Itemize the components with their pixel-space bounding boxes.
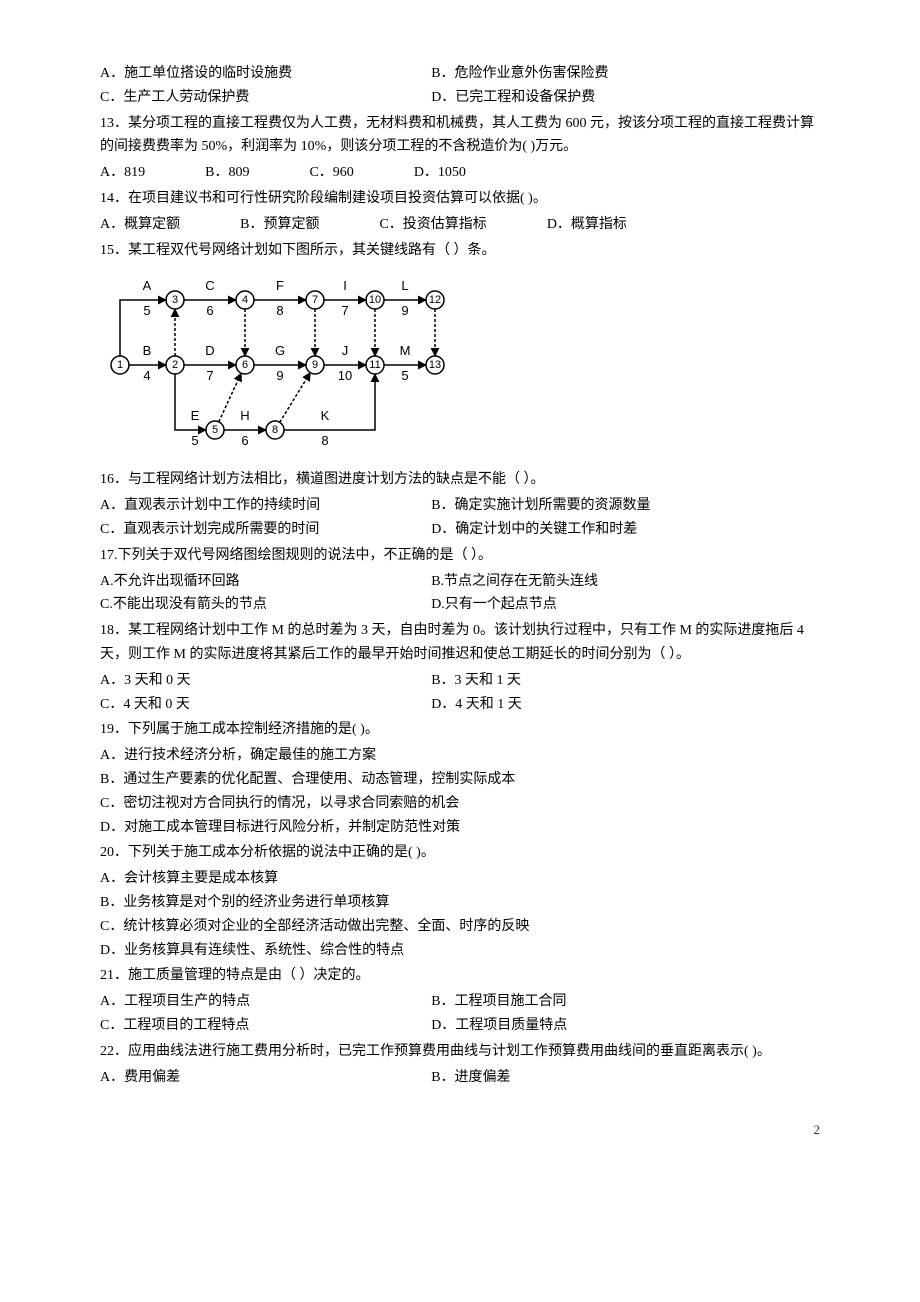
- svg-text:D: D: [205, 343, 214, 358]
- svg-text:K: K: [321, 408, 330, 423]
- q16-options: A．直观表示计划中工作的持续时间 B．确定实施计划所需要的资源数量 C．直观表示…: [100, 494, 820, 542]
- svg-text:I: I: [343, 278, 347, 293]
- q18-A: A．3 天和 0 天: [100, 669, 431, 693]
- q16-C: C．直观表示计划完成所需要的时间: [100, 518, 431, 542]
- svg-text:G: G: [275, 343, 285, 358]
- q21-B: B．工程项目施工合同: [431, 990, 762, 1014]
- q16-D: D．确定计划中的关键工作和时差: [431, 518, 762, 542]
- svg-text:1: 1: [117, 359, 123, 371]
- q13-B: B．809: [205, 161, 249, 185]
- svg-text:11: 11: [369, 359, 380, 371]
- q22-A: A．费用偏差: [100, 1066, 431, 1090]
- q17-options: A.不允许出现循环回路 B.节点之间存在无箭头连线 C.不能出现没有箭头的节点 …: [100, 570, 820, 618]
- q20-options: A．会计核算主要是成本核算 B．业务核算是对个别的经济业务进行单项核算 C．统计…: [100, 867, 820, 962]
- svg-text:M: M: [400, 343, 411, 358]
- q16-stem: 16．与工程网络计划方法相比，横道图进度计划方法的缺点是不能（ ）。: [100, 468, 820, 492]
- q13-stem: 13．某分项工程的直接工程费仅为人工费，无材料费和机械费，其人工费为 600 元…: [100, 112, 820, 160]
- q16-B: B．确定实施计划所需要的资源数量: [431, 494, 762, 518]
- svg-text:4: 4: [242, 294, 248, 306]
- q18-options: A．3 天和 0 天 B．3 天和 1 天 C．4 天和 0 天 D．4 天和 …: [100, 669, 820, 717]
- svg-text:8: 8: [272, 424, 278, 436]
- q19-A: A．进行技术经济分析，确定最佳的施工方案: [100, 744, 820, 768]
- q12-options: A．施工单位搭设的临时设施费 B．危险作业意外伤害保险费 C．生产工人劳动保护费…: [100, 62, 820, 110]
- q12-D: D．已完工程和设备保护费: [431, 86, 762, 110]
- svg-text:10: 10: [338, 368, 352, 383]
- q20-C: C．统计核算必须对企业的全部经济活动做出完整、全面、时序的反映: [100, 915, 820, 939]
- q17-B: B.节点之间存在无箭头连线: [431, 570, 762, 594]
- q14-C: C．投资估算指标: [379, 213, 486, 237]
- q19-D: D．对施工成本管理目标进行风险分析，并制定防范性对策: [100, 816, 820, 840]
- svg-text:C: C: [205, 278, 214, 293]
- svg-text:12: 12: [429, 294, 441, 306]
- svg-text:8: 8: [321, 433, 328, 448]
- q17-stem: 17.下列关于双代号网络图绘图规则的说法中，不正确的是（ ）。: [100, 544, 820, 568]
- q12-A: A．施工单位搭设的临时设施费: [100, 62, 431, 86]
- q17-A: A.不允许出现循环回路: [100, 570, 431, 594]
- svg-text:7: 7: [312, 294, 318, 306]
- q19-C: C．密切注视对方合同执行的情况，以寻求合同索赔的机会: [100, 792, 820, 816]
- q21-A: A．工程项目生产的特点: [100, 990, 431, 1014]
- svg-text:9: 9: [312, 359, 318, 371]
- page-number: 2: [100, 1119, 820, 1141]
- q21-options: A．工程项目生产的特点 B．工程项目施工合同 C．工程项目的工程特点 D．工程项…: [100, 990, 820, 1038]
- q22-B: B．进度偏差: [431, 1066, 762, 1090]
- svg-text:7: 7: [206, 368, 213, 383]
- svg-text:3: 3: [172, 294, 178, 306]
- q22-stem: 22．应用曲线法进行施工费用分析时，已完工作预算费用曲线与计划工作预算费用曲线间…: [100, 1040, 820, 1064]
- svg-text:5: 5: [401, 368, 408, 383]
- svg-text:E: E: [191, 408, 200, 423]
- svg-text:6: 6: [241, 433, 248, 448]
- q21-C: C．工程项目的工程特点: [100, 1014, 431, 1038]
- q13-A: A．819: [100, 161, 145, 185]
- q18-D: D．4 天和 1 天: [431, 693, 762, 717]
- svg-text:8: 8: [276, 303, 283, 318]
- svg-text:F: F: [276, 278, 284, 293]
- q18-stem: 18．某工程网络计划中工作 M 的总时差为 3 天，自由时差为 0。该计划执行过…: [100, 619, 820, 667]
- svg-text:4: 4: [143, 368, 150, 383]
- q21-D: D．工程项目质量特点: [431, 1014, 762, 1038]
- q14-A: A．概算定额: [100, 213, 180, 237]
- q17-C: C.不能出现没有箭头的节点: [100, 593, 431, 617]
- svg-text:9: 9: [276, 368, 283, 383]
- q13-D: D．1050: [414, 161, 466, 185]
- svg-text:6: 6: [242, 359, 248, 371]
- q19-B: B．通过生产要素的优化配置、合理使用、动态管理，控制实际成本: [100, 768, 820, 792]
- q14-options: A．概算定额 B．预算定额 C．投资估算指标 D．概算指标: [100, 213, 820, 237]
- network-diagram: A5B4C6D7E5F8G9H6I7J10K8L9M51234567891011…: [100, 270, 820, 460]
- q19-stem: 19．下列属于施工成本控制经济措施的是( )。: [100, 718, 820, 742]
- svg-text:B: B: [143, 343, 152, 358]
- svg-text:A: A: [143, 278, 152, 293]
- svg-text:9: 9: [401, 303, 408, 318]
- svg-text:6: 6: [206, 303, 213, 318]
- q19-options: A．进行技术经济分析，确定最佳的施工方案 B．通过生产要素的优化配置、合理使用、…: [100, 744, 820, 839]
- svg-text:5: 5: [143, 303, 150, 318]
- q12-B: B．危险作业意外伤害保险费: [431, 62, 762, 86]
- svg-text:5: 5: [191, 433, 198, 448]
- q20-A: A．会计核算主要是成本核算: [100, 867, 820, 891]
- q13-C: C．960: [309, 161, 353, 185]
- q13-options: A．819 B．809 C．960 D．1050: [100, 161, 820, 185]
- q14-B: B．预算定额: [240, 213, 319, 237]
- q12-C: C．生产工人劳动保护费: [100, 86, 431, 110]
- q21-stem: 21．施工质量管理的特点是由（ ）决定的。: [100, 964, 820, 988]
- svg-text:7: 7: [341, 303, 348, 318]
- svg-text:L: L: [401, 278, 408, 293]
- svg-text:2: 2: [172, 359, 178, 371]
- svg-text:J: J: [342, 343, 349, 358]
- svg-text:5: 5: [212, 424, 218, 436]
- q20-B: B．业务核算是对个别的经济业务进行单项核算: [100, 891, 820, 915]
- q20-stem: 20．下列关于施工成本分析依据的说法中正确的是( )。: [100, 841, 820, 865]
- q18-B: B．3 天和 1 天: [431, 669, 762, 693]
- svg-text:13: 13: [429, 359, 441, 371]
- q18-C: C．4 天和 0 天: [100, 693, 431, 717]
- q22-options: A．费用偏差 B．进度偏差: [100, 1066, 820, 1090]
- q16-A: A．直观表示计划中工作的持续时间: [100, 494, 431, 518]
- q15-stem: 15．某工程双代号网络计划如下图所示，其关键线路有（ ）条。: [100, 239, 820, 263]
- q14-stem: 14．在项目建议书和可行性研究阶段编制建设项目投资估算可以依据( )。: [100, 187, 820, 211]
- svg-text:10: 10: [369, 294, 381, 306]
- q20-D: D．业务核算具有连续性、系统性、综合性的特点: [100, 939, 820, 963]
- q14-D: D．概算指标: [547, 213, 627, 237]
- q17-D: D.只有一个起点节点: [431, 593, 762, 617]
- svg-text:H: H: [240, 408, 249, 423]
